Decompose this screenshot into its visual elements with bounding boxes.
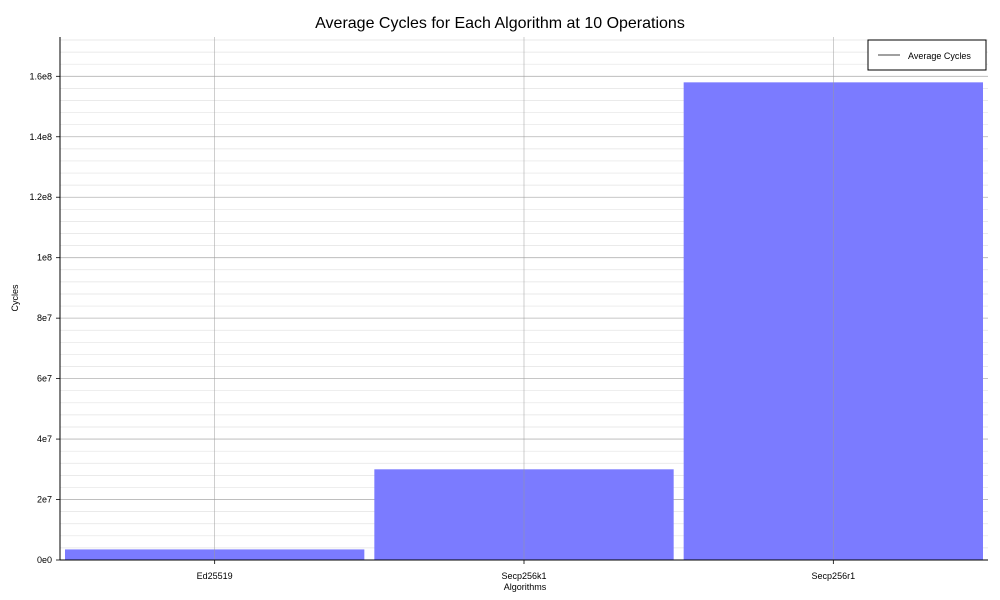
x-tick-label: Secp256k1	[501, 571, 546, 581]
legend-entry-label: Average Cycles	[908, 51, 971, 61]
y-tick-label: 6e7	[37, 374, 52, 384]
y-tick-label: 8e7	[37, 313, 52, 323]
x-tick-label: Secp256r1	[812, 571, 856, 581]
y-tick-label: 4e7	[37, 434, 52, 444]
y-tick-label: 2e7	[37, 495, 52, 505]
legend: Average Cycles	[867, 39, 987, 71]
chart-title: Average Cycles for Each Algorithm at 10 …	[315, 15, 685, 32]
vertical-gridlines	[214, 37, 834, 560]
x-tick-label: Ed25519	[197, 571, 233, 581]
y-tick-label: 1.6e8	[29, 71, 52, 81]
y-tick-label: 0e0	[37, 555, 52, 565]
y-tick-label: 1.2e8	[29, 192, 52, 202]
y-tick-label: 1.4e8	[29, 132, 52, 142]
x-axis-label: Algorithms	[504, 582, 547, 592]
x-axis-ticks: Ed25519 Secp256k1 Secp256r1	[197, 560, 855, 581]
y-axis-ticks: 0e0 2e7 4e7 6e7 8e7 1e8 1.2e8 1.4e8 1.6e8	[29, 71, 60, 565]
y-tick-label: 1e8	[37, 253, 52, 263]
y-axis-label: Cycles	[10, 284, 20, 312]
